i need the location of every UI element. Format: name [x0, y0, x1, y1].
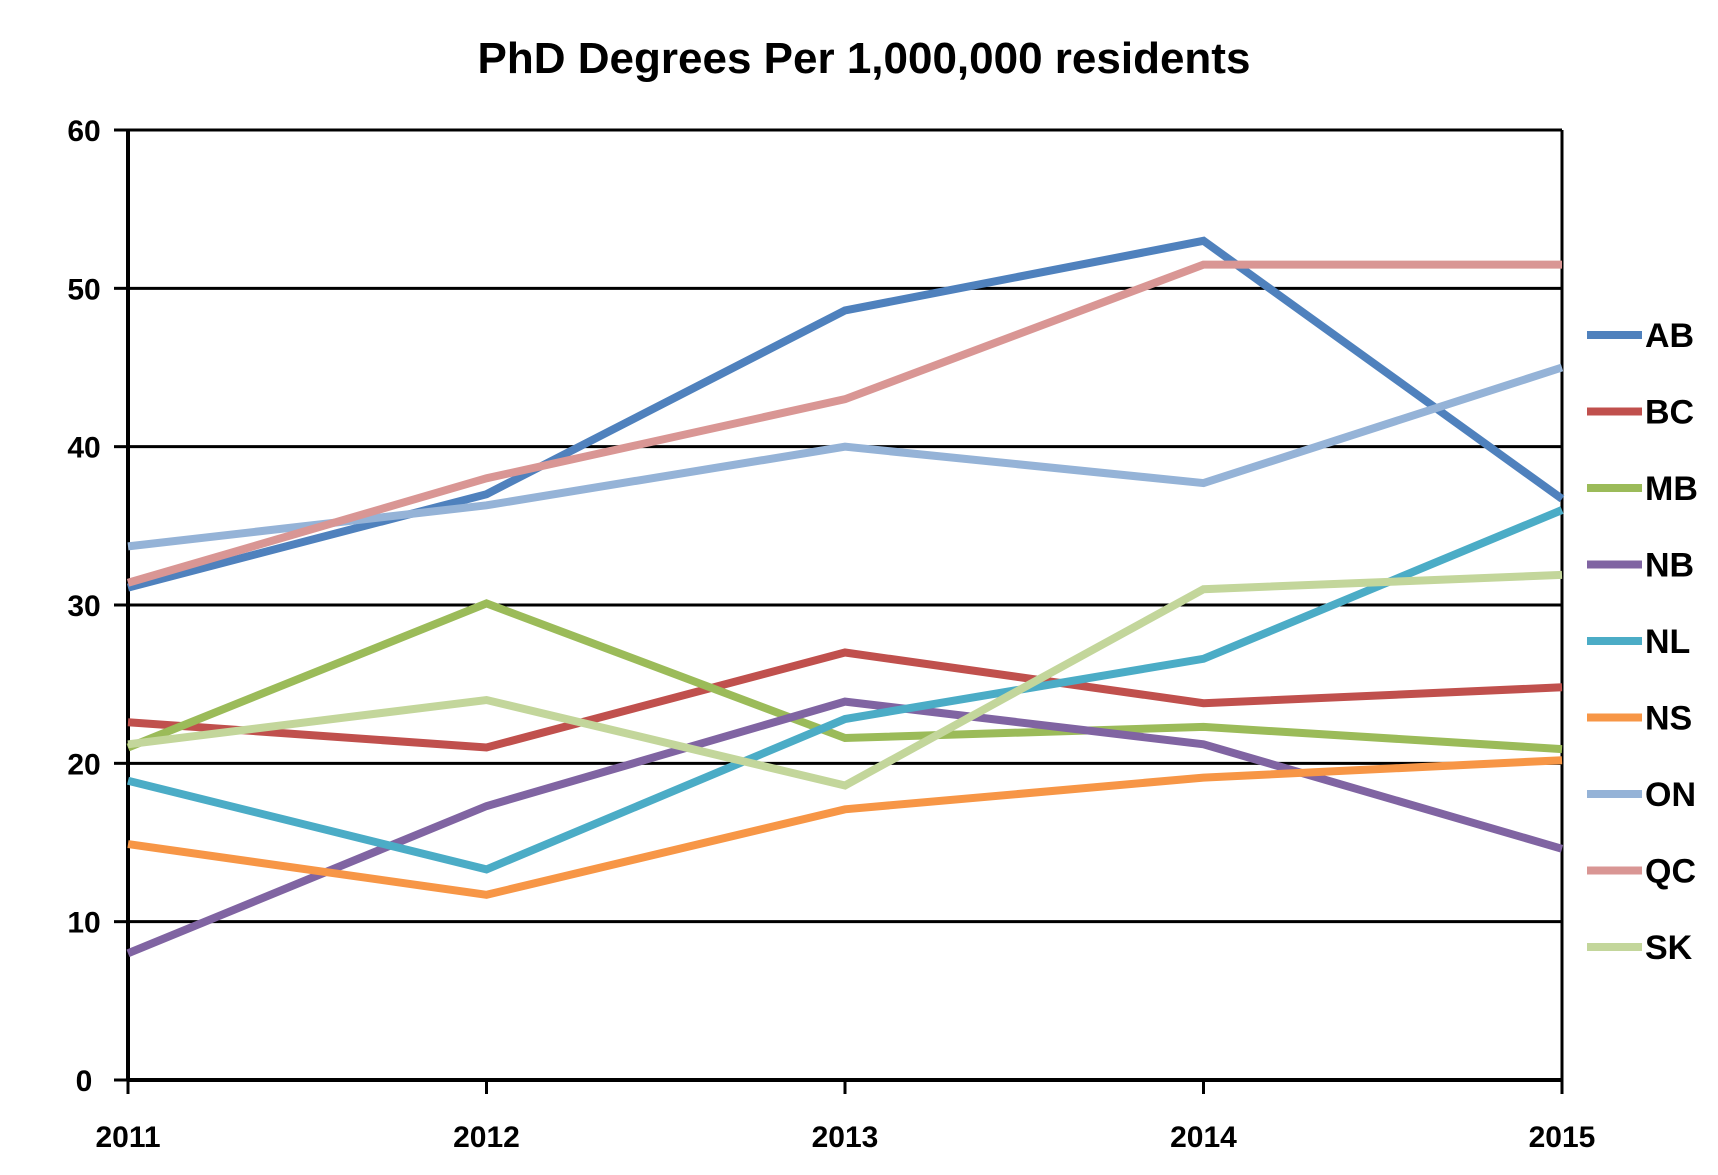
gridlines: [128, 128, 1562, 924]
legend-label-sk: SK: [1645, 929, 1693, 967]
x-tick-label: 2012: [453, 1121, 520, 1154]
legend-label-bc: BC: [1645, 394, 1694, 432]
chart-title: PhD Degrees Per 1,000,000 residents: [478, 34, 1251, 83]
axes: 0 10 20 30 40 50 60 2011 2012 2013 2014 2015: [67, 115, 1595, 1154]
y-tick-label: 10: [67, 907, 100, 940]
legend-label-ab: AB: [1645, 317, 1694, 355]
legend-label-ns: NS: [1645, 700, 1692, 738]
legend-label-mb: MB: [1645, 470, 1698, 508]
y-tick-label: 0: [76, 1065, 93, 1098]
x-tick-label: 2013: [812, 1121, 879, 1154]
y-tick-label: 20: [67, 748, 100, 781]
x-tick-label: 2011: [95, 1121, 160, 1154]
series-line-on: [127, 363, 1564, 551]
y-tick-label: 40: [67, 432, 100, 465]
legend: AB BC MB NB NL NS ON QC SK: [1587, 317, 1698, 967]
x-tick-label: 2015: [1529, 1121, 1596, 1154]
series-line-sk: [127, 570, 1563, 790]
legend-label-qc: QC: [1645, 853, 1696, 891]
y-tick-label: 60: [67, 115, 100, 148]
y-tick-label: 30: [67, 590, 100, 623]
series-line-ns: [127, 756, 1563, 899]
legend-label-nl: NL: [1645, 623, 1690, 661]
legend-label-on: ON: [1645, 776, 1696, 814]
series-line-qc: [126, 260, 1562, 587]
series-line-mb: [126, 599, 1563, 754]
x-tick-label: 2014: [1170, 1121, 1237, 1154]
series-line-nb: [126, 697, 1564, 958]
series-line-bc: [127, 648, 1563, 752]
y-tick-label: 50: [67, 273, 100, 306]
series-lines: [126, 236, 1565, 958]
series-line-nl: [127, 506, 1564, 874]
series-line-ab: [126, 236, 1565, 592]
legend-label-nb: NB: [1645, 547, 1694, 585]
